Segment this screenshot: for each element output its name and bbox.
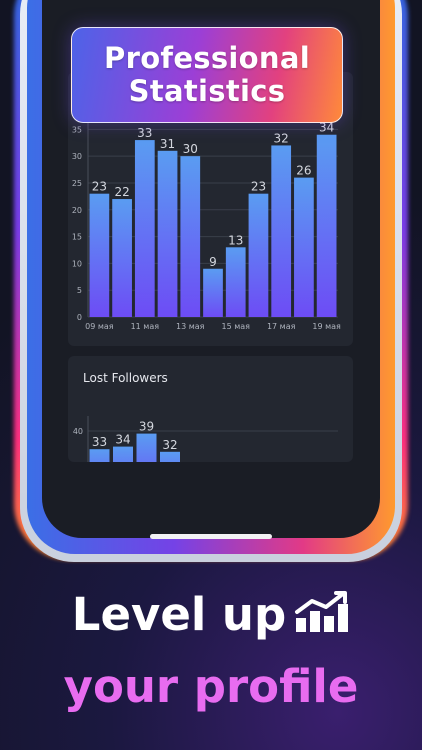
badge-line-2: Statistics — [128, 74, 286, 108]
y-tick-label: 20 — [72, 206, 82, 215]
bar-value-label: 23 — [251, 180, 266, 194]
followers-bar-chart: 0 5 10 15 20 25 30 35 23 22 33 31 30 9 13 23 32 26 34 09 ма… — [72, 112, 341, 331]
headline-level-up: Level up — [0, 588, 422, 645]
bar — [225, 247, 246, 317]
bar-value-label: 33 — [137, 126, 152, 140]
lost-followers-title: Lost Followers — [83, 371, 168, 385]
bar — [134, 140, 155, 317]
bar-value-label: 13 — [228, 233, 243, 247]
y-tick-label: 5 — [77, 286, 82, 295]
y-tick-label: 35 — [72, 125, 82, 134]
bar — [113, 446, 133, 462]
bar-value-label: 33 — [92, 435, 107, 449]
bar-value-label: 39 — [139, 420, 154, 434]
trending-up-bars-icon — [294, 590, 350, 645]
bar-value-label: 34 — [115, 433, 130, 447]
bar — [271, 145, 292, 317]
bar — [203, 268, 223, 317]
y-tick-label: 40 — [73, 427, 83, 436]
professional-statistics-badge: Professional Statistics — [71, 27, 343, 123]
x-tick-label: 17 мая — [267, 322, 296, 331]
bar — [316, 134, 337, 317]
bar-value-label: 23 — [92, 180, 107, 194]
bar-value-label: 32 — [274, 131, 289, 145]
y-tick-label: 15 — [72, 233, 82, 242]
y-tick-label: 30 — [72, 152, 82, 161]
bar-value-label: 26 — [296, 164, 311, 178]
y-tick-label: 0 — [77, 313, 82, 322]
bar — [160, 451, 180, 462]
bar — [89, 193, 110, 317]
x-tick-label: 15 мая — [221, 322, 250, 331]
lost-followers-card: Lost Followers 40 33 34 39 32 — [68, 356, 353, 462]
bar-value-label: 22 — [114, 185, 129, 199]
headline-line-1: Level up — [71, 588, 287, 641]
bar — [294, 177, 314, 317]
x-tick-label: 11 мая — [131, 322, 160, 331]
home-indicator — [150, 534, 272, 539]
x-tick-label: 19 мая — [312, 322, 341, 331]
x-tick-label: 13 мая — [176, 322, 205, 331]
bar-value-label: 31 — [160, 137, 175, 151]
headline-your-profile: your profile — [63, 660, 359, 713]
bar-value-label: 9 — [209, 255, 217, 269]
bar — [180, 156, 201, 317]
y-tick-label: 10 — [72, 259, 82, 268]
y-tick-label: 25 — [72, 179, 82, 188]
bar-value-label: 30 — [183, 142, 198, 156]
bar — [89, 449, 110, 462]
badge-line-1: Professional — [104, 41, 310, 75]
bar — [157, 150, 178, 317]
bar-value-label: 34 — [319, 121, 334, 135]
bar — [112, 199, 132, 317]
bar — [248, 193, 269, 317]
x-tick-label: 09 мая — [85, 322, 114, 331]
bar-value-label: 32 — [162, 438, 177, 452]
bar — [136, 433, 157, 462]
lost-followers-bar-chart: 40 33 34 39 32 — [73, 416, 338, 462]
